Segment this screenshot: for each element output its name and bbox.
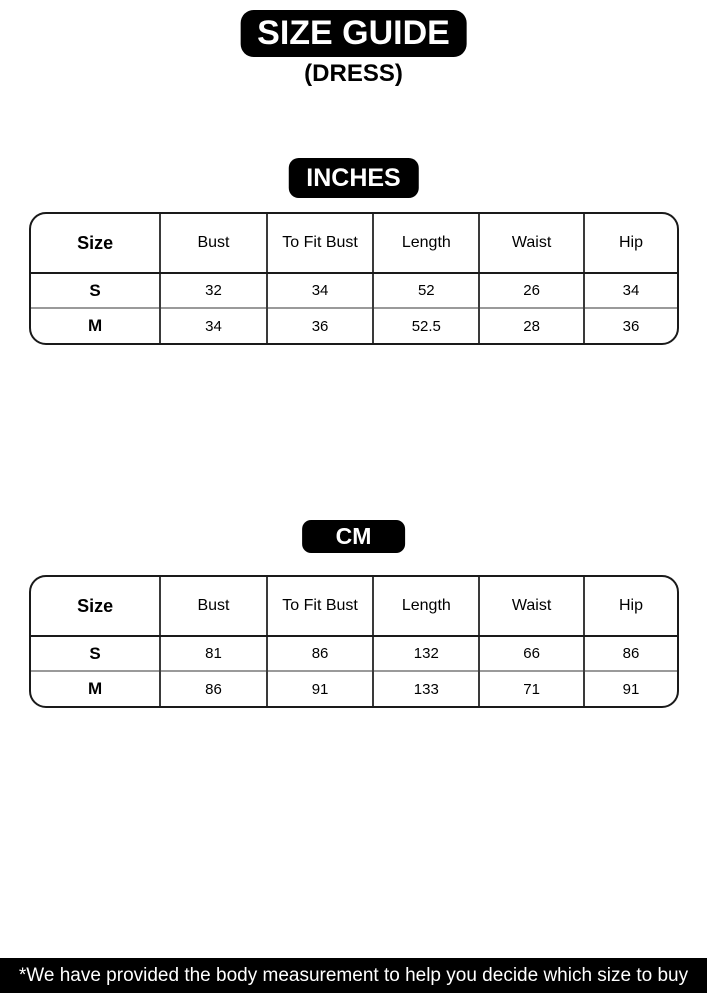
page-title: SIZE GUIDE <box>257 14 450 52</box>
size-cell: S <box>89 280 101 300</box>
cm-size-table: Size Bust To Fit Bust Length Waist Hip S… <box>29 575 679 708</box>
column-header-to-fit-bust: To Fit Bust <box>265 214 374 274</box>
measurement-cell: 86 <box>582 636 677 671</box>
table-row-s: S 81 86 132 66 86 <box>31 636 677 671</box>
footnote-bar: *We have provided the body measurement t… <box>0 958 707 993</box>
measurement-cell: 52 <box>372 273 480 308</box>
footnote-text: *We have provided the body measurement t… <box>18 964 689 986</box>
measurement-cell: 34 <box>265 273 374 308</box>
table-row-m: M 34 36 52.5 28 36 <box>31 307 677 343</box>
table-header-row: Size Bust To Fit Bust Length Waist Hip <box>31 214 677 274</box>
measurement-cell: 34 <box>159 307 267 343</box>
table-row-s: S 32 34 52 26 34 <box>31 273 677 308</box>
measurement-cell: 66 <box>478 636 584 671</box>
unit-badge-inches: INCHES <box>288 158 419 198</box>
measurement-cell: 133 <box>372 670 480 706</box>
measurement-cell: 86 <box>265 636 374 671</box>
column-header-bust: Bust <box>159 577 267 637</box>
measurement-cell: 36 <box>582 307 677 343</box>
column-header-hip: Hip <box>582 214 677 274</box>
table-row-m: M 86 91 133 71 91 <box>31 670 677 706</box>
measurement-cell: 52.5 <box>372 307 480 343</box>
size-cell: M <box>31 670 161 706</box>
size-cell: M <box>31 307 161 343</box>
column-header-bust: Bust <box>159 214 267 274</box>
column-header-waist: Waist <box>478 577 584 637</box>
size-cell: S <box>89 643 101 663</box>
measurement-cell: 81 <box>159 636 267 671</box>
column-header-to-fit-bust: To Fit Bust <box>265 577 374 637</box>
table-header-row: Size Bust To Fit Bust Length Waist Hip <box>31 577 677 637</box>
measurement-cell: 28 <box>478 307 584 343</box>
column-header-length: Length <box>372 577 480 637</box>
measurement-cell: 91 <box>582 670 677 706</box>
column-header-hip: Hip <box>582 577 677 637</box>
measurement-cell: 132 <box>372 636 480 671</box>
measurement-cell: 26 <box>478 273 584 308</box>
unit-badge-cm: CM <box>301 520 406 553</box>
measurement-cell: 34 <box>582 273 677 308</box>
column-header-waist: Waist <box>478 214 584 274</box>
column-header-size: Size <box>31 577 161 637</box>
measurement-cell: 91 <box>265 670 374 706</box>
column-header-size: Size <box>31 214 161 274</box>
page-title-badge: SIZE GUIDE <box>240 10 467 57</box>
page-subtitle: (DRESS) <box>304 60 403 87</box>
column-header-length: Length <box>372 214 480 274</box>
measurement-cell: 36 <box>265 307 374 343</box>
measurement-cell: 86 <box>159 670 267 706</box>
measurement-cell: 32 <box>159 273 267 308</box>
cm-table: Size Bust To Fit Bust Length Waist Hip S… <box>31 577 677 706</box>
inches-size-table: Size Bust To Fit Bust Length Waist Hip S… <box>29 212 679 345</box>
inches-table: Size Bust To Fit Bust Length Waist Hip S… <box>31 214 677 343</box>
measurement-cell: 71 <box>478 670 584 706</box>
